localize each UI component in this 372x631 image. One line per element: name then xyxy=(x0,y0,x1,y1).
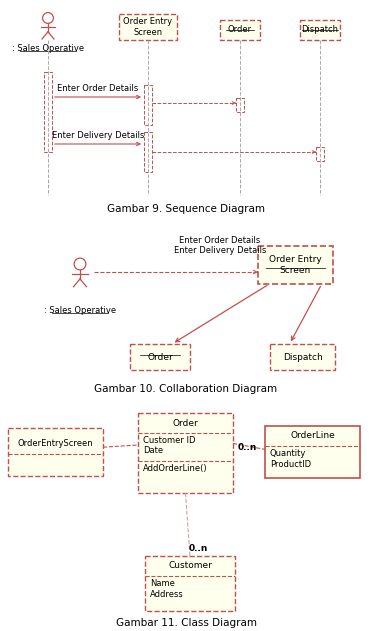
Text: OrderEntryScreen: OrderEntryScreen xyxy=(18,439,93,448)
FancyBboxPatch shape xyxy=(130,344,190,370)
FancyBboxPatch shape xyxy=(220,20,260,40)
Text: Customer ID: Customer ID xyxy=(143,436,196,445)
Text: Enter Delivery Details: Enter Delivery Details xyxy=(52,131,144,140)
FancyBboxPatch shape xyxy=(236,98,244,112)
Text: 0..n: 0..n xyxy=(237,443,257,452)
Text: Order: Order xyxy=(228,25,252,35)
Text: Dispatch: Dispatch xyxy=(301,25,339,35)
Text: Order Entry
Screen: Order Entry Screen xyxy=(124,17,173,37)
Text: Customer: Customer xyxy=(168,562,212,570)
Text: Enter Order Details: Enter Order Details xyxy=(57,84,139,93)
Text: 0..n: 0..n xyxy=(188,544,208,553)
FancyBboxPatch shape xyxy=(119,14,177,40)
Text: OrderLine: OrderLine xyxy=(290,432,335,440)
Text: Enter Delivery Details: Enter Delivery Details xyxy=(174,246,266,255)
Text: ProductID: ProductID xyxy=(270,460,311,469)
FancyBboxPatch shape xyxy=(44,72,52,152)
Text: Gambar 9. Sequence Diagram: Gambar 9. Sequence Diagram xyxy=(107,204,265,214)
FancyBboxPatch shape xyxy=(144,132,152,172)
FancyBboxPatch shape xyxy=(270,344,335,370)
Text: Quantity: Quantity xyxy=(270,449,307,458)
FancyBboxPatch shape xyxy=(8,428,103,476)
FancyBboxPatch shape xyxy=(316,147,324,161)
Text: Gambar 10. Collaboration Diagram: Gambar 10. Collaboration Diagram xyxy=(94,384,278,394)
Text: Gambar 11. Class Diagram: Gambar 11. Class Diagram xyxy=(115,618,257,628)
FancyBboxPatch shape xyxy=(145,556,235,611)
Text: Order: Order xyxy=(173,418,198,427)
FancyBboxPatch shape xyxy=(258,246,333,284)
Text: Name: Name xyxy=(150,579,175,588)
Text: Date: Date xyxy=(143,446,163,455)
FancyBboxPatch shape xyxy=(300,20,340,40)
Text: Dispatch: Dispatch xyxy=(283,353,323,362)
Text: Order Entry
Screen: Order Entry Screen xyxy=(269,255,322,275)
Text: AddOrderLine(): AddOrderLine() xyxy=(143,464,208,473)
FancyBboxPatch shape xyxy=(138,413,233,493)
Text: Order: Order xyxy=(147,353,173,362)
FancyBboxPatch shape xyxy=(144,85,152,125)
Text: Enter Order Details: Enter Order Details xyxy=(179,236,261,245)
Text: : Sales Operative: : Sales Operative xyxy=(12,44,84,53)
Text: Address: Address xyxy=(150,590,184,599)
FancyBboxPatch shape xyxy=(265,426,360,478)
Text: : Sales Operative: : Sales Operative xyxy=(44,306,116,315)
